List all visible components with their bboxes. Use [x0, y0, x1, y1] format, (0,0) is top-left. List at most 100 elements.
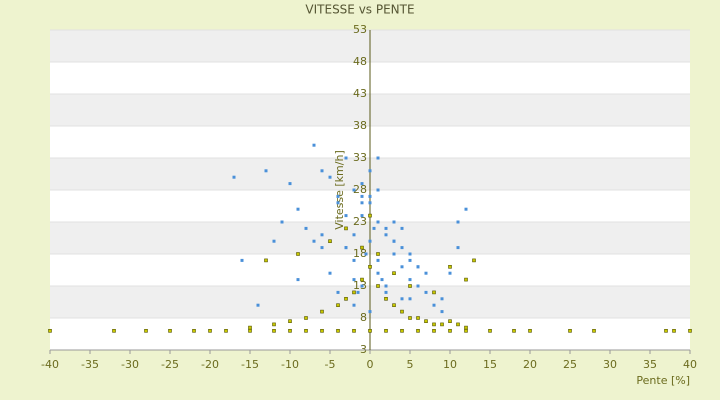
point — [344, 226, 348, 231]
point — [364, 252, 368, 256]
point — [400, 226, 404, 230]
point — [400, 246, 404, 250]
point — [48, 328, 52, 333]
point — [264, 169, 268, 173]
y-tick-label: 8 — [360, 311, 367, 324]
point — [464, 328, 468, 333]
point — [384, 296, 388, 301]
point — [432, 328, 436, 333]
point — [424, 290, 428, 294]
point — [356, 290, 360, 294]
point — [568, 328, 572, 333]
point — [408, 258, 412, 262]
point — [360, 194, 364, 198]
point — [376, 252, 380, 256]
point — [368, 310, 372, 314]
point — [400, 297, 404, 301]
x-tick-label: 5 — [407, 358, 414, 371]
point — [408, 278, 412, 282]
point — [664, 328, 668, 333]
point — [336, 290, 340, 294]
point — [328, 271, 332, 275]
point — [192, 328, 196, 333]
x-tick-label: 10 — [443, 358, 457, 371]
point — [416, 265, 420, 269]
y-tick-label: 38 — [353, 119, 367, 132]
point — [456, 322, 460, 327]
point — [336, 201, 340, 205]
point — [376, 188, 380, 192]
point — [592, 328, 596, 333]
point — [320, 309, 324, 314]
point — [344, 214, 348, 218]
point — [288, 182, 292, 186]
point — [528, 328, 532, 333]
point — [432, 322, 436, 327]
point — [408, 284, 412, 288]
point — [368, 169, 372, 173]
x-tick-label: 20 — [523, 358, 537, 371]
point — [328, 239, 332, 243]
point — [372, 226, 376, 230]
x-tick-label: 35 — [643, 358, 657, 371]
point — [360, 277, 364, 282]
point — [448, 264, 452, 269]
point — [168, 328, 172, 333]
point — [400, 309, 404, 314]
point — [408, 297, 412, 301]
point — [472, 258, 476, 263]
point — [432, 290, 436, 295]
point — [416, 328, 420, 333]
point — [336, 328, 340, 333]
point — [408, 252, 412, 256]
point — [688, 328, 692, 333]
point — [352, 258, 356, 262]
point — [296, 252, 300, 256]
point — [392, 220, 396, 224]
chart-title: VITESSE vs PENTE — [305, 3, 414, 17]
point — [232, 175, 236, 179]
point — [512, 328, 516, 333]
point — [352, 188, 356, 192]
y-tick-label: 28 — [353, 183, 367, 196]
point — [376, 220, 380, 224]
point — [352, 303, 356, 307]
x-tick-label: -40 — [41, 358, 59, 371]
point — [384, 328, 388, 333]
point — [400, 265, 404, 269]
point — [408, 316, 412, 320]
point — [304, 226, 308, 230]
x-tick-label: 0 — [367, 358, 374, 371]
x-tick-label: -35 — [81, 358, 99, 371]
point — [400, 328, 404, 333]
point — [456, 246, 460, 250]
point — [384, 233, 388, 237]
point — [144, 328, 148, 333]
x-tick-label: -25 — [161, 358, 179, 371]
point — [448, 271, 452, 275]
point — [344, 296, 348, 301]
point — [256, 303, 260, 307]
point — [288, 328, 292, 333]
point — [440, 297, 444, 301]
point — [448, 328, 452, 333]
x-tick-label: 15 — [483, 358, 497, 371]
point — [456, 220, 460, 224]
point — [392, 271, 396, 276]
point — [344, 246, 348, 250]
point — [336, 194, 340, 198]
y-tick-label: 13 — [353, 279, 367, 292]
point — [488, 328, 492, 333]
y-tick-label: 18 — [353, 247, 367, 260]
point — [384, 226, 388, 230]
point — [264, 258, 268, 263]
point — [272, 239, 276, 243]
point — [432, 303, 436, 307]
y-tick-label: 43 — [353, 87, 367, 100]
point — [320, 246, 324, 250]
point — [352, 278, 356, 282]
x-tick-label: 40 — [683, 358, 697, 371]
point — [352, 233, 356, 237]
point — [248, 328, 252, 333]
